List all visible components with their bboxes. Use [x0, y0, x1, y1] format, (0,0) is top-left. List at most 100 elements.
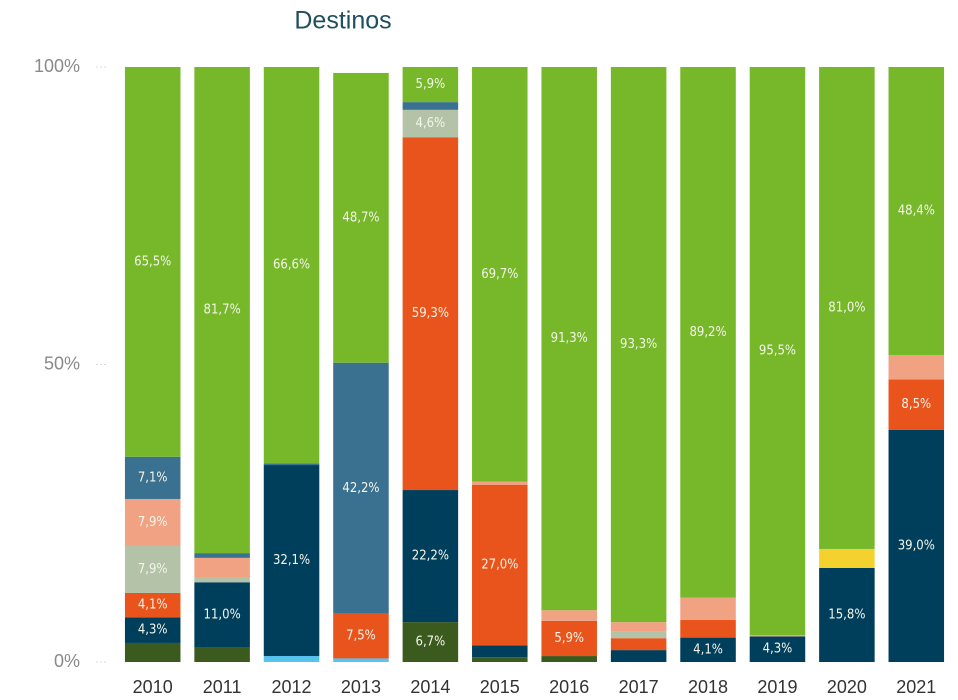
value-label: 11,0% [204, 607, 241, 622]
bar-segment [472, 484, 528, 646]
bar-segment [819, 67, 875, 549]
y-tick-label: 50% [44, 353, 80, 373]
x-tick-label: 2015 [480, 677, 520, 697]
bar-segment [194, 582, 250, 648]
bar-segment [124, 617, 181, 643]
bar-segment [402, 137, 459, 491]
y-tick-label: 100% [34, 56, 80, 76]
x-tick-label: 2013 [341, 677, 381, 697]
bar-segment [680, 67, 736, 598]
value-label: 95,5% [759, 344, 796, 359]
bar-segment [888, 379, 945, 430]
value-label: 91,3% [551, 331, 588, 346]
x-tick-label: 2021 [896, 677, 936, 697]
value-label: 7,9% [138, 515, 168, 530]
bar-segment [263, 465, 320, 657]
value-label: 4,6% [416, 116, 446, 131]
bar-segment [680, 597, 736, 620]
value-label: 48,7% [342, 210, 379, 225]
bar-segment [610, 622, 667, 632]
bar-segment [333, 362, 389, 614]
bar-segment [333, 658, 389, 662]
value-label: 7,1% [138, 470, 168, 485]
bar-segment [402, 67, 459, 103]
bar-segment [819, 567, 875, 662]
bar-segment [610, 67, 667, 623]
bar-segment [541, 610, 597, 621]
bar-segment [610, 638, 667, 651]
bar-segment [402, 622, 459, 662]
x-tick-label: 2014 [410, 677, 450, 697]
bar-segment [333, 613, 389, 659]
y-tick-label: 0% [54, 651, 80, 671]
value-label: 15,8% [828, 607, 865, 622]
value-label: 7,9% [138, 562, 168, 577]
bar-segment [194, 557, 250, 578]
value-label: 4,1% [138, 598, 168, 613]
bar-segment [124, 498, 181, 546]
x-tick-label: 2010 [133, 677, 173, 697]
bar-segment [194, 553, 250, 558]
value-label: 65,5% [134, 254, 171, 269]
value-label: 22,2% [412, 549, 449, 564]
bar-segment [610, 631, 667, 639]
bar-segment [124, 67, 181, 457]
value-label: 69,7% [481, 267, 518, 282]
x-tick-label: 2012 [272, 677, 312, 697]
bar-segment [402, 109, 459, 138]
value-label: 27,0% [481, 558, 518, 573]
bar-segment [263, 67, 320, 464]
bar-segment [124, 592, 181, 618]
value-label: 8,5% [901, 397, 931, 412]
bar-segment [124, 456, 181, 499]
bar-segment [194, 67, 250, 554]
value-label: 4,3% [763, 642, 793, 657]
value-label: 5,9% [416, 77, 446, 92]
bar-segment [194, 647, 250, 662]
bar-segment [402, 102, 459, 110]
bar-segment [472, 481, 528, 485]
value-label: 89,2% [689, 325, 726, 340]
bar-segment [194, 577, 250, 583]
value-label: 66,6% [273, 258, 310, 273]
value-label: 39,0% [898, 538, 935, 553]
bar-segment [819, 548, 875, 568]
value-label: 5,9% [554, 631, 584, 646]
bar-segment [749, 636, 806, 662]
bar-segment [263, 463, 320, 466]
bar-segment [263, 656, 320, 662]
value-label: 42,2% [342, 481, 379, 496]
value-label: 81,0% [828, 300, 865, 315]
bar-segment [749, 67, 806, 636]
bar-segment [680, 637, 736, 662]
chart-title: Destinos [294, 7, 391, 35]
bar-segment [888, 354, 945, 380]
value-label: 81,7% [204, 303, 241, 318]
bar-segment [541, 620, 597, 657]
value-label: 7,5% [346, 629, 376, 644]
bar-segment [888, 429, 945, 662]
bar-segment [472, 67, 528, 482]
value-label: 93,3% [620, 337, 657, 352]
bar-segment [124, 545, 181, 593]
bar-segment [541, 656, 597, 662]
x-tick-label: 2011 [203, 677, 242, 697]
x-tick-label: 2020 [827, 677, 867, 697]
x-tick-label: 2019 [757, 677, 797, 697]
x-tick-label: 2016 [549, 677, 589, 697]
value-label: 4,3% [138, 623, 168, 638]
bar-segment [472, 657, 528, 662]
bar-segment [610, 650, 667, 662]
value-label: 59,3% [412, 306, 449, 321]
value-label: 6,7% [416, 635, 446, 650]
value-label: 4,1% [693, 642, 723, 657]
x-tick-label: 2018 [688, 677, 728, 697]
bar-segment [472, 645, 528, 658]
bar-segment [541, 67, 597, 611]
bar-segment [680, 619, 736, 638]
x-tick-label: 2017 [619, 677, 659, 697]
value-label: 32,1% [273, 553, 310, 568]
bar-segment [749, 635, 806, 637]
bar-segment [333, 72, 389, 363]
